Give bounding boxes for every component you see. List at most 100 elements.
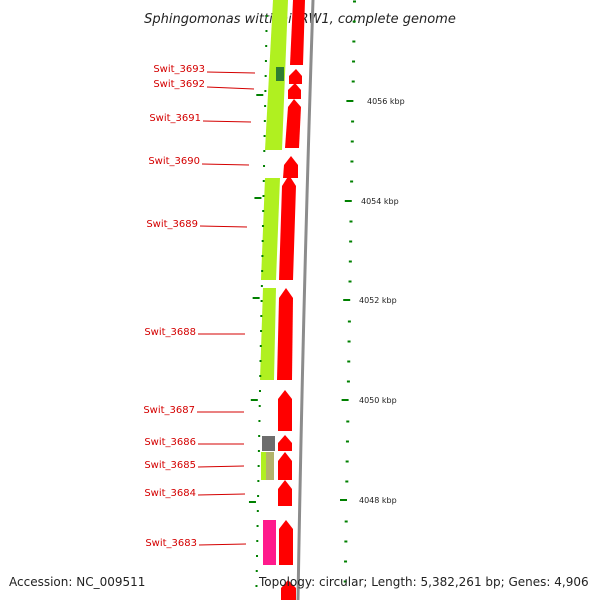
gene-arrow-3687 (278, 390, 292, 431)
inner-ticks (248, 15, 268, 587)
gene-arrow-top (290, 0, 305, 65)
genome-backbone (296, 0, 315, 600)
minor-tick (347, 320, 351, 323)
magenta-feature-3683 (263, 520, 276, 565)
gene-label[interactable]: Swit_3687 (143, 405, 195, 416)
inner-tick (260, 315, 263, 317)
inner-tick (260, 285, 263, 287)
minor-tick (348, 280, 352, 283)
gene-label-leader (206, 86, 255, 90)
inner-tick (259, 360, 262, 362)
scale-label: 4050 kbp (359, 396, 397, 405)
minor-tick (347, 340, 351, 343)
minor-tick (351, 80, 355, 83)
gene-label[interactable]: Swit_3686 (144, 437, 196, 448)
gene-arrow-3691 (285, 99, 301, 148)
inner-tick (262, 195, 265, 197)
accession-text: Accession: NC_009511 (9, 575, 146, 589)
major-tick (340, 499, 347, 501)
minor-tick (352, 40, 356, 43)
inner-tick (258, 390, 261, 392)
scale-labels: 4056 kbp 4054 kbp 4052 kbp 4050 kbp 4048 kbp (359, 97, 405, 505)
inner-tick (260, 330, 263, 332)
major-tick (341, 399, 349, 401)
inner-tick (261, 240, 264, 242)
inner-tick (263, 150, 266, 152)
inner-tick (264, 105, 267, 107)
minor-tick (352, 20, 356, 23)
cds-block-3689 (261, 178, 280, 280)
gene-label-leader (201, 163, 250, 166)
inner-tick (261, 255, 264, 257)
minor-tick (344, 540, 348, 543)
inner-tick (259, 375, 262, 377)
gene-label[interactable]: Swit_3691 (149, 113, 201, 124)
inner-tick (258, 405, 261, 407)
gene-label-leader (197, 493, 246, 496)
grey-feature-3686 (262, 436, 275, 451)
gene-label[interactable]: Swit_3685 (144, 460, 196, 471)
inner-tick (257, 450, 260, 452)
inner-tick (258, 435, 261, 437)
minor-tick (349, 220, 353, 223)
inner-tick (264, 90, 267, 92)
scale-label: 4048 kbp (359, 496, 397, 505)
gene-label[interactable]: Swit_3693 (153, 64, 205, 75)
minor-tick (351, 120, 355, 123)
inner-tick (257, 465, 260, 467)
inner-tick (265, 15, 268, 17)
inner-tick (257, 480, 260, 482)
inner-tick (265, 30, 268, 32)
inner-major-tick (256, 94, 264, 96)
minor-tick (345, 440, 349, 443)
gene-arrow-3692 (288, 83, 301, 99)
scale-label: 4052 kbp (359, 296, 397, 305)
gene-arrow-3690 (283, 156, 298, 178)
cds-dark-green-feature (276, 67, 284, 81)
inner-tick (261, 225, 264, 227)
gene-label[interactable]: Swit_3689 (146, 219, 198, 230)
gene-label[interactable]: Swit_3688 (144, 327, 196, 338)
inner-tick (258, 420, 261, 422)
inner-tick (264, 75, 267, 77)
inner-tick (259, 345, 262, 347)
inner-tick (257, 495, 260, 497)
minor-tick (349, 240, 353, 243)
minor-tick (350, 160, 354, 163)
major-tick (343, 299, 351, 301)
minor-tick (347, 360, 351, 363)
minor-tick (344, 560, 348, 563)
minor-tick (345, 480, 349, 483)
scale-label: 4054 kbp (361, 197, 399, 206)
topology-text: Topology: circular; Length: 5,382,261 bp… (259, 575, 589, 589)
gene-label[interactable]: Swit_3683 (145, 538, 197, 549)
gene-labels: Swit_3693 Swit_3692 Swit_3691 Swit_3690 Swit… (143, 64, 256, 549)
gene-arrow-3689 (279, 175, 296, 280)
scale-label: 4056 kbp (367, 97, 405, 106)
gene-label-leader (206, 71, 256, 74)
inner-tick (263, 120, 266, 122)
gene-label-leader (197, 465, 245, 468)
inner-tick (256, 555, 259, 557)
inner-major-tick (252, 297, 260, 299)
minor-tick (343, 580, 347, 583)
minor-tick (353, 0, 356, 3)
gene-label[interactable]: Swit_3690 (148, 156, 200, 167)
gene-arrow-3686 (278, 435, 292, 451)
gene-label-leader (198, 543, 247, 546)
scale-ticks (340, 0, 356, 583)
minor-tick (346, 420, 350, 423)
gene-arrow-3684 (278, 480, 292, 506)
gene-label[interactable]: Swit_3684 (144, 488, 196, 499)
gene-label-leader (202, 120, 252, 123)
inner-tick (260, 300, 263, 302)
gene-label-leader (199, 225, 248, 228)
gene-arrow-bottom (281, 580, 296, 600)
major-tick (346, 100, 354, 102)
inner-tick (262, 210, 265, 212)
inner-major-tick (248, 501, 256, 503)
green-feature-3685 (261, 452, 266, 480)
gene-label[interactable]: Swit_3692 (153, 79, 205, 90)
gene-arrow-3693 (289, 69, 302, 84)
